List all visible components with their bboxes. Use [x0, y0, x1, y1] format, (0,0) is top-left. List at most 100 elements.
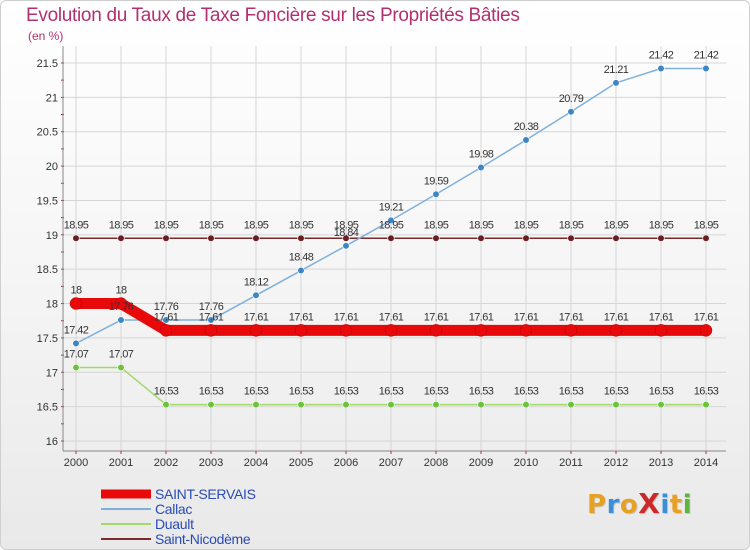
y-tick-label: 18.5	[37, 264, 58, 276]
data-label-saint-nicodeme: 18.95	[199, 219, 224, 231]
point-saint-servais	[654, 324, 668, 337]
legend-item-duault[interactable]: Duault	[101, 516, 256, 532]
point-saint-nicodeme	[477, 234, 485, 242]
logo-letter: t	[669, 490, 683, 520]
data-label-saint-servais: 17.61	[649, 311, 674, 323]
data-label-callac: 18.48	[289, 252, 314, 264]
proxiti-logo: ProXiti	[587, 487, 692, 520]
data-label-duault: 16.53	[604, 386, 629, 398]
data-label-saint-nicodeme: 18.95	[514, 219, 539, 231]
data-label-saint-servais: 17.61	[514, 311, 539, 323]
x-tick-label: 2013	[649, 457, 673, 469]
point-callac	[117, 316, 125, 324]
legend: SAINT-SERVAIS Callac Duault Saint-Nicodè…	[101, 485, 256, 547]
x-tick-label: 2012	[604, 457, 628, 469]
data-label-callac: 21.42	[649, 49, 674, 61]
legend-item-saint-nicodeme[interactable]: Saint-Nicodème	[101, 530, 256, 547]
logo-letter: X	[638, 487, 661, 520]
point-saint-servais	[699, 324, 713, 337]
data-label-duault: 16.53	[559, 386, 584, 398]
x-tick-label: 2008	[424, 457, 448, 469]
x-tick-label: 2010	[514, 457, 538, 469]
point-saint-nicodeme	[567, 234, 575, 242]
y-tick-label: 16.5	[37, 402, 58, 414]
point-callac	[72, 339, 80, 348]
data-label-callac: 19.59	[424, 175, 449, 187]
point-duault	[72, 363, 80, 372]
point-duault	[657, 400, 665, 409]
x-tick-label: 2014	[694, 457, 718, 469]
chart-title: Evolution du Taux de Taxe Foncière sur l…	[26, 5, 520, 26]
point-duault	[477, 400, 485, 409]
axes: 16 16.5 17 17.5 18 18.5 19 19.5 20 20.5 21 21.5 2000…	[37, 46, 726, 469]
data-label-duault: 16.53	[154, 386, 179, 398]
point-saint-servais	[564, 324, 578, 337]
point-saint-servais	[519, 324, 533, 337]
legend-item-saint-servais[interactable]: SAINT-SERVAIS	[101, 485, 256, 502]
legend-item-callac[interactable]: Callac	[101, 500, 256, 517]
x-tick-label: 2004	[244, 457, 268, 469]
point-saint-nicodeme	[612, 234, 620, 242]
data-label-saint-servais: 17.61	[379, 311, 404, 323]
data-label-callac: 21.42	[694, 49, 719, 61]
data-label-callac: 17.76	[154, 301, 179, 313]
data-labels: 18.95 18.95 18.95 18.95 18.95 18.95 18.95 18.95…	[64, 49, 720, 398]
data-label-callac: 18.12	[244, 276, 269, 288]
logo-letter: o	[619, 490, 639, 520]
x-tick-label: 2000	[64, 457, 88, 469]
point-saint-nicodeme	[522, 234, 530, 242]
legend-swatch-saint-nicodeme	[101, 533, 151, 545]
point-saint-servais	[114, 297, 128, 310]
point-saint-nicodeme	[252, 234, 260, 242]
data-label-duault: 17.07	[109, 348, 134, 360]
data-label-duault: 16.53	[244, 386, 269, 398]
point-duault	[612, 400, 620, 409]
data-label-duault: 16.53	[694, 386, 719, 398]
data-label-saint-nicodeme: 18.95	[469, 219, 494, 231]
legend-label-callac: Callac	[155, 500, 193, 517]
y-tick-label: 20.5	[37, 127, 58, 139]
x-tick-label: 2007	[379, 457, 403, 469]
point-duault	[162, 400, 170, 409]
point-saint-servais	[69, 297, 83, 310]
data-label-saint-nicodeme: 18.95	[244, 219, 269, 231]
point-saint-servais	[294, 324, 308, 337]
data-label-saint-nicodeme: 18.95	[559, 219, 584, 231]
data-label-saint-nicodeme: 18.95	[424, 219, 449, 231]
point-saint-nicodeme	[117, 234, 125, 242]
point-callac	[252, 291, 260, 299]
y-unit-label: (en %)	[28, 29, 64, 43]
point-duault	[207, 400, 215, 409]
data-label-callac: 18.84	[334, 227, 359, 239]
point-callac	[567, 108, 575, 116]
point-duault	[432, 400, 440, 409]
x-tick-label: 2001	[109, 457, 133, 469]
data-label-saint-servais: 17.61	[199, 311, 224, 323]
point-saint-servais	[204, 324, 218, 337]
point-callac	[387, 216, 395, 224]
data-label-callac: 17.76	[109, 301, 134, 313]
legend-swatch-callac	[101, 503, 151, 515]
x-tick-label: 2003	[199, 457, 223, 469]
data-label-callac: 17.76	[199, 301, 224, 313]
y-tick-label: 16	[46, 436, 58, 448]
legend-label-saint-servais: SAINT-SERVAIS	[155, 485, 256, 502]
point-saint-nicodeme	[387, 234, 395, 242]
point-saint-servais	[384, 324, 398, 337]
point-saint-servais	[429, 324, 443, 337]
point-callac	[432, 190, 440, 198]
x-tick-label: 2011	[559, 457, 583, 469]
logo-letter: i	[682, 490, 693, 520]
data-label-duault: 16.53	[379, 386, 404, 398]
data-label-duault: 16.53	[334, 386, 359, 398]
x-tick-label: 2009	[469, 457, 493, 469]
data-label-saint-nicodeme: 18.95	[109, 219, 134, 231]
point-saint-nicodeme	[657, 234, 665, 242]
data-label-callac: 20.38	[514, 121, 539, 133]
data-label-saint-servais: 18	[115, 285, 127, 297]
legend-label-saint-nicodeme: Saint-Nicodème	[155, 530, 251, 547]
y-tick-label: 18	[46, 299, 58, 311]
data-label-saint-servais: 17.61	[424, 311, 449, 323]
